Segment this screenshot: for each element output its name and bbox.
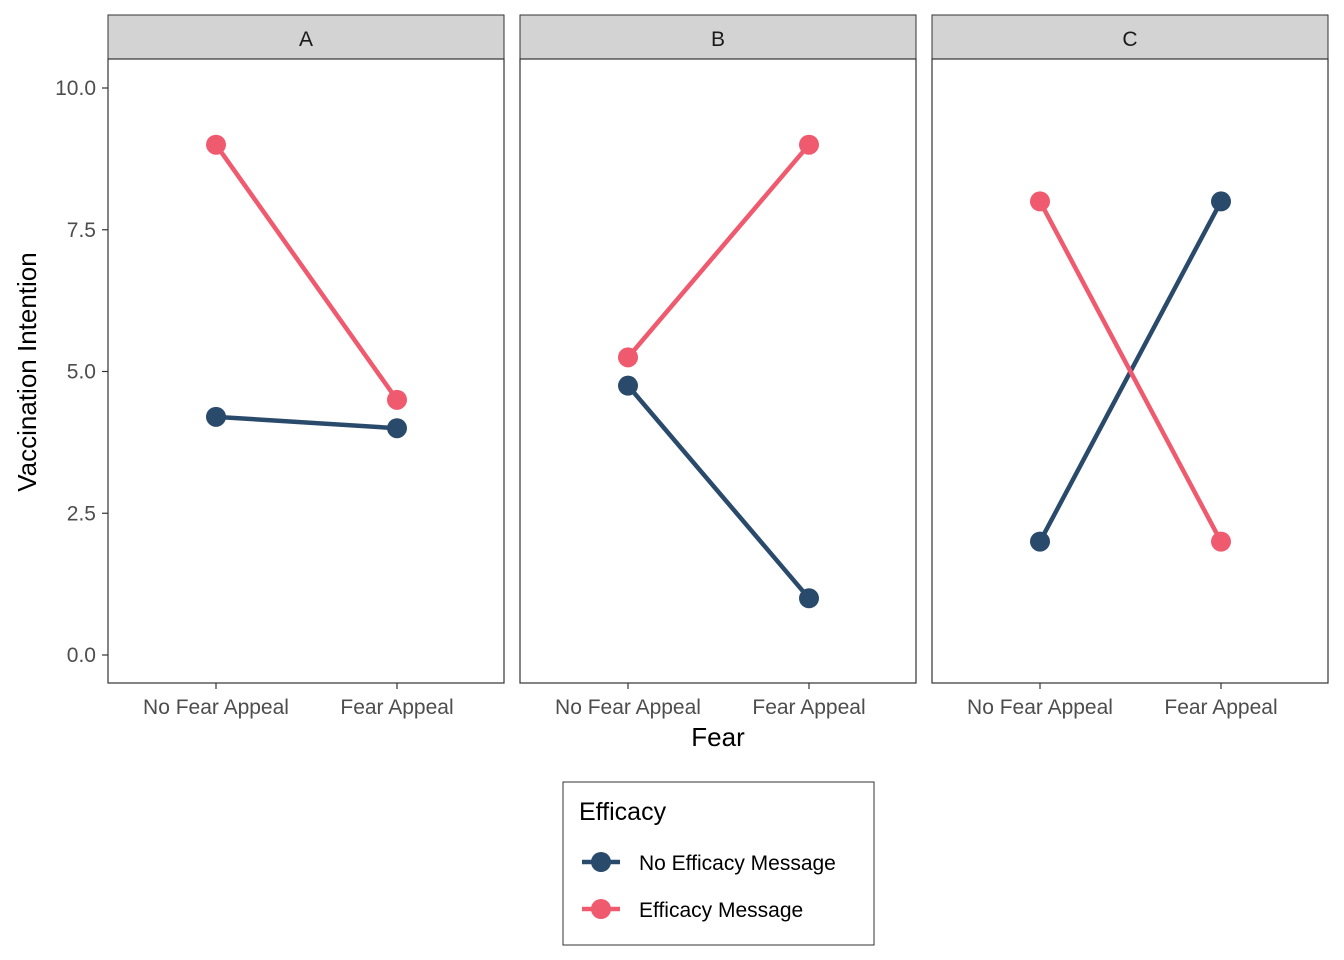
data-point <box>799 134 819 155</box>
legend-items: No Efficacy Message Efficacy Message <box>582 852 836 922</box>
series-line <box>214 143 399 402</box>
series-line <box>1038 200 1223 543</box>
legend-label: Efficacy Message <box>639 899 803 922</box>
data-point <box>1030 191 1050 212</box>
panel-a: A No Fear Appeal Fear Appeal 0.0 2.5 5.0 7.5 10… <box>55 14 505 719</box>
x-tick-label: Fear Appeal <box>1164 696 1277 719</box>
data-point <box>1211 191 1231 212</box>
data-point <box>1030 531 1050 552</box>
series-line <box>215 414 398 431</box>
data-point <box>618 375 638 396</box>
y-tick-label: 10.0 <box>55 77 96 100</box>
plot-frame <box>519 58 917 684</box>
data-point <box>206 406 226 427</box>
x-tick-label: Fear Appeal <box>340 696 453 719</box>
panel-b: B No Fear Appeal Fear Appeal <box>519 14 917 719</box>
x-tick-label: No Fear Appeal <box>143 696 289 719</box>
data-point <box>387 418 407 439</box>
x-axis-title: Fear <box>691 722 745 752</box>
y-tick-label: 7.5 <box>67 219 96 242</box>
facet-strip <box>107 14 505 60</box>
facet-title: C <box>1122 28 1137 51</box>
panel-c: C No Fear Appeal Fear Appeal <box>931 14 1329 719</box>
facet-strip <box>931 14 1329 60</box>
data-point <box>799 588 819 609</box>
legend-item: No Efficacy Message <box>582 852 836 875</box>
data-point <box>1211 531 1231 552</box>
legend-item: Efficacy Message <box>582 899 803 922</box>
chart-panels: A No Fear Appeal Fear Appeal 0.0 2.5 5.0 7.5 10… <box>55 14 1329 719</box>
legend: Efficacy No Efficacy Message Efficacy Mes… <box>562 781 875 946</box>
legend-key-point <box>591 899 611 919</box>
legend-label: No Efficacy Message <box>639 852 836 875</box>
y-axis-title: Vaccination Intention <box>12 252 42 491</box>
legend-key-point <box>591 852 611 872</box>
series-line <box>626 384 811 600</box>
data-point <box>206 134 226 155</box>
facet-title: A <box>299 28 313 51</box>
x-tick-label: No Fear Appeal <box>967 696 1113 719</box>
plot-frame <box>107 58 505 684</box>
x-tick-label: Fear Appeal <box>752 696 865 719</box>
series-line <box>626 143 811 359</box>
facet-title: B <box>711 28 725 51</box>
y-tick-label: 2.5 <box>67 502 96 525</box>
legend-title: Efficacy <box>579 798 667 826</box>
y-tick-label: 5.0 <box>67 361 96 384</box>
data-point <box>618 347 638 368</box>
y-tick-label: 0.0 <box>67 644 96 667</box>
x-tick-label: No Fear Appeal <box>555 696 701 719</box>
data-point <box>387 389 407 410</box>
